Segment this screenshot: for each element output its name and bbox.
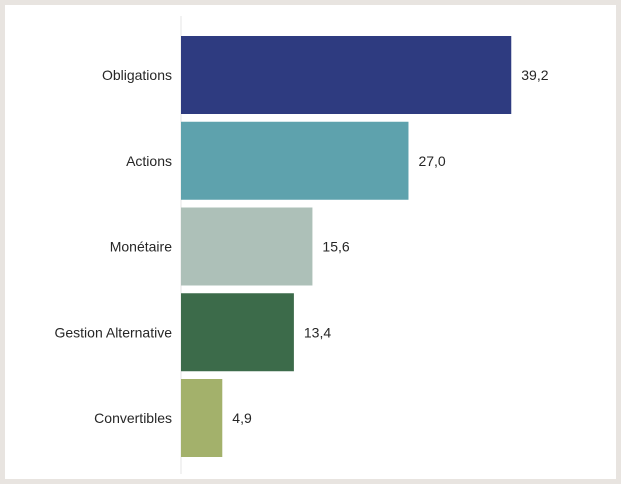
value-label: 27,0 [418, 153, 445, 169]
value-label: 13,4 [304, 324, 331, 340]
category-label: Obligations [102, 67, 172, 83]
value-label: 15,6 [322, 239, 349, 255]
bar-4 [181, 379, 223, 457]
category-label: Actions [126, 153, 172, 169]
value-label: 39,2 [521, 67, 548, 83]
category-label: Monétaire [110, 239, 172, 255]
bar-2 [181, 207, 313, 286]
bar-0 [181, 36, 512, 114]
value-labels-group: 39,2 27,0 15,6 13,4 4,9 [232, 67, 548, 426]
bars-group [181, 36, 512, 457]
value-label: 4,9 [232, 410, 252, 426]
bar-3 [181, 293, 294, 372]
category-label: Gestion Alternative [54, 324, 172, 340]
bar-1 [181, 121, 409, 200]
category-label: Convertibles [94, 410, 172, 426]
category-labels-group: Obligations Actions Monétaire Gestion Alter… [54, 67, 172, 426]
